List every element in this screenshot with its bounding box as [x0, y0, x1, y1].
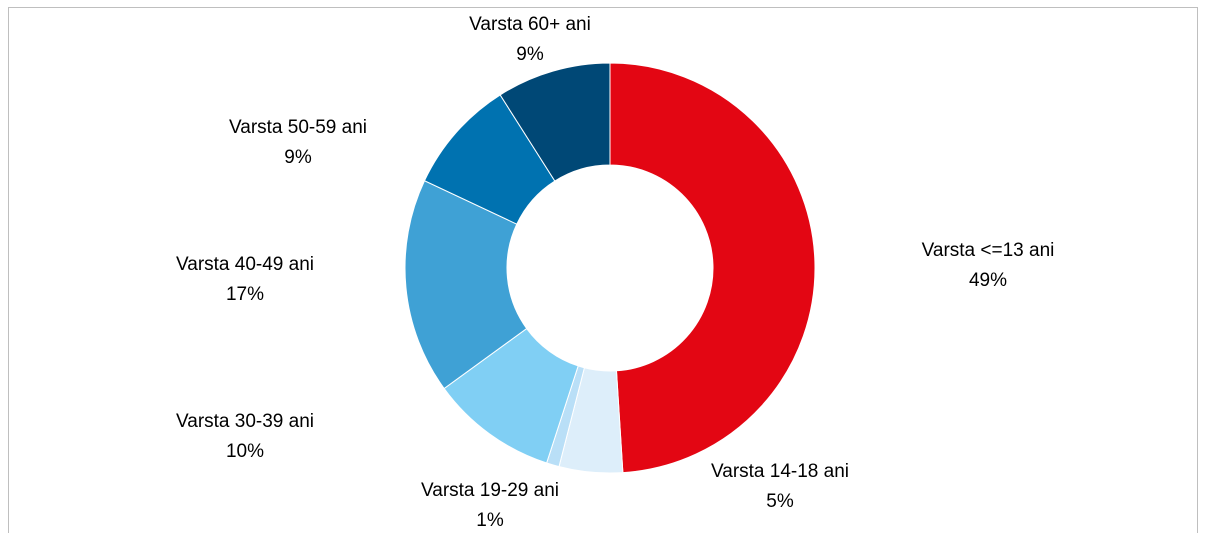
- slice-category-label: Varsta 14-18 ani: [711, 461, 849, 482]
- slice-value-label: 17%: [226, 284, 264, 305]
- slice-value-label: 9%: [284, 147, 312, 168]
- slice-value-label: 5%: [766, 491, 794, 512]
- slice-category-label: Varsta 60+ ani: [469, 14, 591, 35]
- donut-slice: [404, 180, 528, 390]
- slice-category-label: Varsta <=13 ani: [922, 240, 1055, 261]
- slice-value-label: 1%: [476, 510, 504, 531]
- slice-category-label: Varsta 50-59 ani: [229, 117, 367, 138]
- slice-value-label: 49%: [969, 270, 1007, 291]
- donut-slice: [499, 62, 611, 182]
- slice-value-label: 9%: [516, 44, 544, 65]
- slice-category-label: Varsta 40-49 ani: [176, 254, 314, 275]
- chart-frame: [8, 7, 1198, 533]
- slice-category-label: Varsta 19-29 ani: [421, 480, 559, 501]
- slice-category-label: Varsta 30-39 ani: [176, 411, 314, 432]
- donut-slice: [609, 62, 816, 474]
- slice-value-label: 10%: [226, 441, 264, 462]
